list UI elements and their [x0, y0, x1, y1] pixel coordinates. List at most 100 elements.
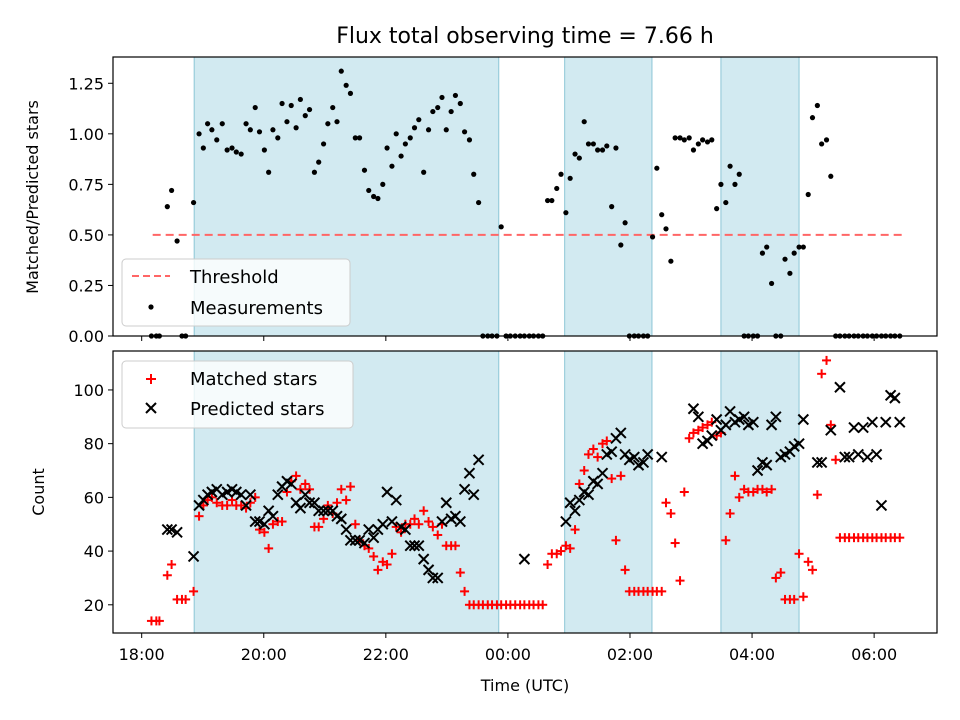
measurement-point — [590, 141, 596, 147]
predicted-point — [834, 381, 846, 393]
measurement-point — [164, 204, 170, 210]
measurement-point — [681, 137, 687, 143]
y-tick-label: 80 — [84, 435, 104, 454]
predicted-point — [422, 564, 435, 576]
matched-point — [295, 484, 305, 494]
y-tick-label: 20 — [84, 596, 104, 615]
measurement-point — [279, 100, 285, 107]
predicted-point — [605, 446, 618, 458]
measurement-point — [563, 210, 569, 216]
measurement-point — [338, 68, 344, 74]
matched-point — [794, 549, 804, 559]
predicted-point — [427, 572, 439, 584]
predicted-point — [440, 497, 452, 509]
measurement-point — [800, 244, 806, 250]
predicted-point — [381, 486, 393, 498]
measurement-point — [700, 137, 706, 143]
predicted-point — [187, 550, 200, 563]
predicted-point — [161, 523, 174, 536]
matched-point — [414, 519, 424, 529]
measurement-point — [814, 102, 820, 109]
predicted-point — [560, 515, 572, 528]
measurement-point — [196, 131, 202, 137]
measurement-point — [581, 119, 587, 125]
predicted-point — [894, 416, 906, 428]
measurement-point — [599, 147, 606, 153]
measurement-point — [659, 212, 665, 218]
matched-point — [579, 466, 589, 476]
y-tick-label: 100 — [73, 381, 104, 400]
matched-point — [450, 541, 460, 551]
measurement-point — [554, 185, 560, 192]
measurement-point — [604, 143, 610, 149]
matched-point — [565, 543, 575, 553]
matched-point — [419, 506, 429, 516]
observing-window-band — [720, 56, 800, 337]
observing-window-band — [720, 350, 800, 634]
measurement-point — [352, 135, 358, 141]
measurement-point — [732, 181, 738, 187]
matched-point — [666, 508, 676, 518]
predicted-point — [765, 419, 778, 431]
measurement-point — [411, 125, 418, 131]
predicted-point — [267, 510, 279, 522]
x-axis-label: Time (UTC) — [480, 676, 569, 695]
matched-point — [698, 423, 708, 433]
bottom-axes-frame — [112, 350, 938, 634]
matched-point — [822, 355, 832, 365]
legend-predicted-swatch — [145, 402, 157, 414]
measurement-point — [316, 159, 322, 165]
legend-matched-swatch — [146, 374, 156, 384]
measurement-point — [200, 145, 206, 151]
predicted-point — [417, 553, 430, 565]
measurement-point — [209, 127, 215, 133]
predicted-point — [706, 429, 718, 442]
predicted-point — [377, 518, 389, 530]
matched-point — [675, 576, 685, 586]
matched-point — [277, 517, 287, 527]
measurement-point — [759, 250, 766, 256]
matched-point — [593, 452, 603, 462]
measurement-point — [435, 104, 441, 111]
measurement-point — [297, 96, 303, 103]
measurement-point — [613, 145, 619, 151]
measurement-point — [704, 139, 711, 145]
measurement-point — [306, 106, 313, 113]
matched-point — [212, 498, 222, 508]
matched-point — [798, 592, 808, 602]
measurement-point — [416, 117, 422, 123]
measurement-point — [544, 197, 551, 204]
measurement-point — [558, 171, 564, 177]
predicted-point — [432, 572, 444, 584]
matched-point — [167, 560, 177, 570]
matched-point — [162, 570, 172, 580]
predicted-point — [738, 411, 750, 423]
bottom-panel: 20 40 60 80 100 18:00 20:00 22:00 00:00 02:00 04:… — [29, 350, 938, 695]
measurement-point — [430, 108, 436, 115]
measurement-point — [714, 206, 720, 212]
matched-point — [570, 525, 580, 535]
measurement-point — [284, 119, 290, 125]
predicted-point — [335, 513, 347, 525]
measurement-point — [649, 234, 656, 240]
matched-point — [189, 586, 199, 596]
bottom-y-ticks: 20 40 60 80 100 — [73, 381, 113, 615]
matched-point — [807, 565, 817, 575]
matched-point — [345, 482, 355, 492]
matched-point — [583, 449, 593, 459]
measurement-point — [229, 145, 235, 151]
predicted-point — [299, 488, 311, 501]
y-tick-label: 1.25 — [68, 74, 104, 93]
predicted-point — [349, 534, 362, 547]
predicted-point — [875, 499, 888, 512]
matched-point — [817, 369, 827, 379]
predicted-point — [880, 416, 892, 428]
predicted-point — [724, 405, 736, 418]
predicted-point — [720, 419, 732, 431]
matched-point — [803, 557, 813, 567]
measurement-point — [466, 137, 473, 143]
matched-point — [812, 490, 822, 500]
measurement-point — [366, 187, 372, 194]
x-tick-label: 22:00 — [363, 645, 409, 664]
measurement-point — [311, 169, 318, 175]
